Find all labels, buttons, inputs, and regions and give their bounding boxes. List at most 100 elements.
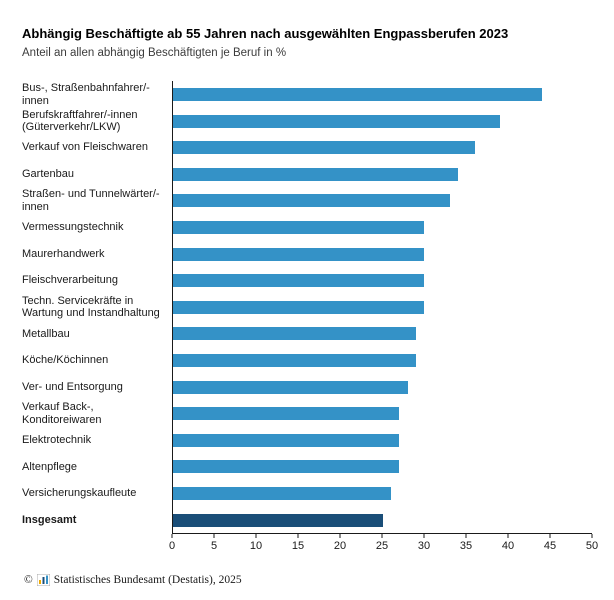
bar-track [172,107,592,135]
x-tick-label: 0 [168,540,176,553]
bar-track [172,161,592,188]
chart-row: Vermessungstechnik [22,214,592,241]
x-tickmark [381,534,383,539]
x-tickmark [297,534,299,539]
x-tick-label: 30 [417,540,431,553]
bar [173,167,458,181]
x-tick-label: 45 [543,540,557,553]
chart-row: Maurerhandwerk [22,240,592,268]
x-tick-label: 40 [501,540,515,553]
chart-row: Elektrotechnik [22,426,592,454]
chart-row: Gartenbau [22,161,592,188]
x-tickmark [423,534,425,539]
category-label: Ver- und Entsorgung [22,380,123,393]
x-axis: 0 5 10 15 20 25 30 35 40 45 50 [168,534,598,556]
bar [173,353,417,367]
bar [173,300,425,314]
chart-row: Fleischverarbeitung [22,267,592,294]
category-label: Vermessungstechnik [22,221,124,234]
x-tickmark [339,534,341,539]
bar [173,486,391,500]
category-label: Versicherungskaufleute [22,487,137,500]
category-label: Elektrotechnik [22,434,92,447]
chart-title: Abhängig Beschäftigte ab 55 Jahren nach … [22,26,509,41]
x-tickmark [171,534,173,539]
chart-row: Köche/Köchinnen [22,347,592,374]
bar-chart: Bus-, Straßenbahnfahrer/-innen Berufskraf… [22,81,598,556]
bar-track [172,400,592,427]
category-label: Metallbau [22,327,70,340]
category-label: Verkauf von Fleischwaren [22,141,148,154]
bar-track [172,81,592,108]
x-tick-label: 20 [333,540,347,553]
bar-track [172,453,592,481]
x-tick-label: 50 [585,540,599,553]
bar [173,433,400,447]
bar-track [172,294,592,321]
chart-row: Berufskraftfahrer/-innen (Güterverkehr/L… [22,107,592,135]
x-tick-label: 5 [210,540,218,553]
bar [173,274,425,288]
bar-track [172,240,592,268]
chart-row: Verkauf von Fleischwaren [22,134,592,162]
bar-track [172,347,592,374]
category-label: Techn. Servicekräfte in Wartung und Inst… [22,294,160,320]
category-label: Gartenbau [22,168,74,181]
bar-track [172,426,592,454]
chart-row: Versicherungskaufleute [22,480,592,507]
bar [173,513,383,527]
bar-track [172,134,592,162]
category-label: Maurerhandwerk [22,247,105,260]
bar [173,460,400,474]
x-tickmark [465,534,467,539]
x-tickmark [591,534,593,539]
bar-track [172,373,592,401]
bar-track [172,267,592,294]
chart-rows: Bus-, Straßenbahnfahrer/-innen Berufskraf… [22,81,592,534]
category-label: Berufskraftfahrer/-innen (Güterverkehr/L… [22,108,138,134]
bar-track [172,187,592,215]
bar [173,247,425,261]
chart-row: Insgesamt [22,506,592,534]
bar-track [172,214,592,241]
x-tick-label: 15 [291,540,305,553]
x-axis-line [171,533,593,539]
x-tick-label: 25 [375,540,389,553]
bar [173,380,408,394]
chart-row: Ver- und Entsorgung [22,373,592,401]
category-label: Altenpflege [22,460,78,473]
x-tickmark [549,534,551,539]
chart-row: Metallbau [22,320,592,348]
chart-row: Techn. Servicekräfte in Wartung und Inst… [22,294,592,321]
x-tick-label: 10 [249,540,263,553]
chart-row: Verkauf Back-, Konditoreiwaren [22,400,592,427]
bar [173,114,500,128]
bar [173,194,450,208]
bar [173,407,400,421]
chart-row: Bus-, Straßenbahnfahrer/-innen [22,81,592,108]
x-tickmark [255,534,257,539]
category-label: Bus-, Straßenbahnfahrer/-innen [22,82,150,107]
x-tickmark [213,534,215,539]
chart-row: Altenpflege [22,453,592,481]
source-note: © Statistisches Bundesamt (Destatis), 20… [24,574,242,586]
x-tickmark [507,534,509,539]
bar [173,221,425,235]
destatis-logo-icon [36,574,50,586]
category-label: Straßen- und Tunnelwärter/-innen [22,188,160,213]
chart-subtitle: Anteil an allen abhängig Beschäftigten j… [22,47,287,60]
copyright-symbol: © [24,574,33,586]
bar-track [172,320,592,348]
bar [173,88,542,102]
source-text: Statistisches Bundesamt (Destatis), 2025 [53,574,242,586]
category-label: Köche/Köchinnen [22,354,109,367]
category-label: Verkauf Back-, Konditoreiwaren [22,401,102,426]
bar [173,327,417,341]
category-label: Fleischverarbeitung [22,274,118,287]
bar-track [172,506,592,534]
chart-row: Straßen- und Tunnelwärter/-innen [22,187,592,215]
x-tick-label: 35 [459,540,473,553]
category-label: Insgesamt [22,513,77,526]
bar [173,141,475,155]
